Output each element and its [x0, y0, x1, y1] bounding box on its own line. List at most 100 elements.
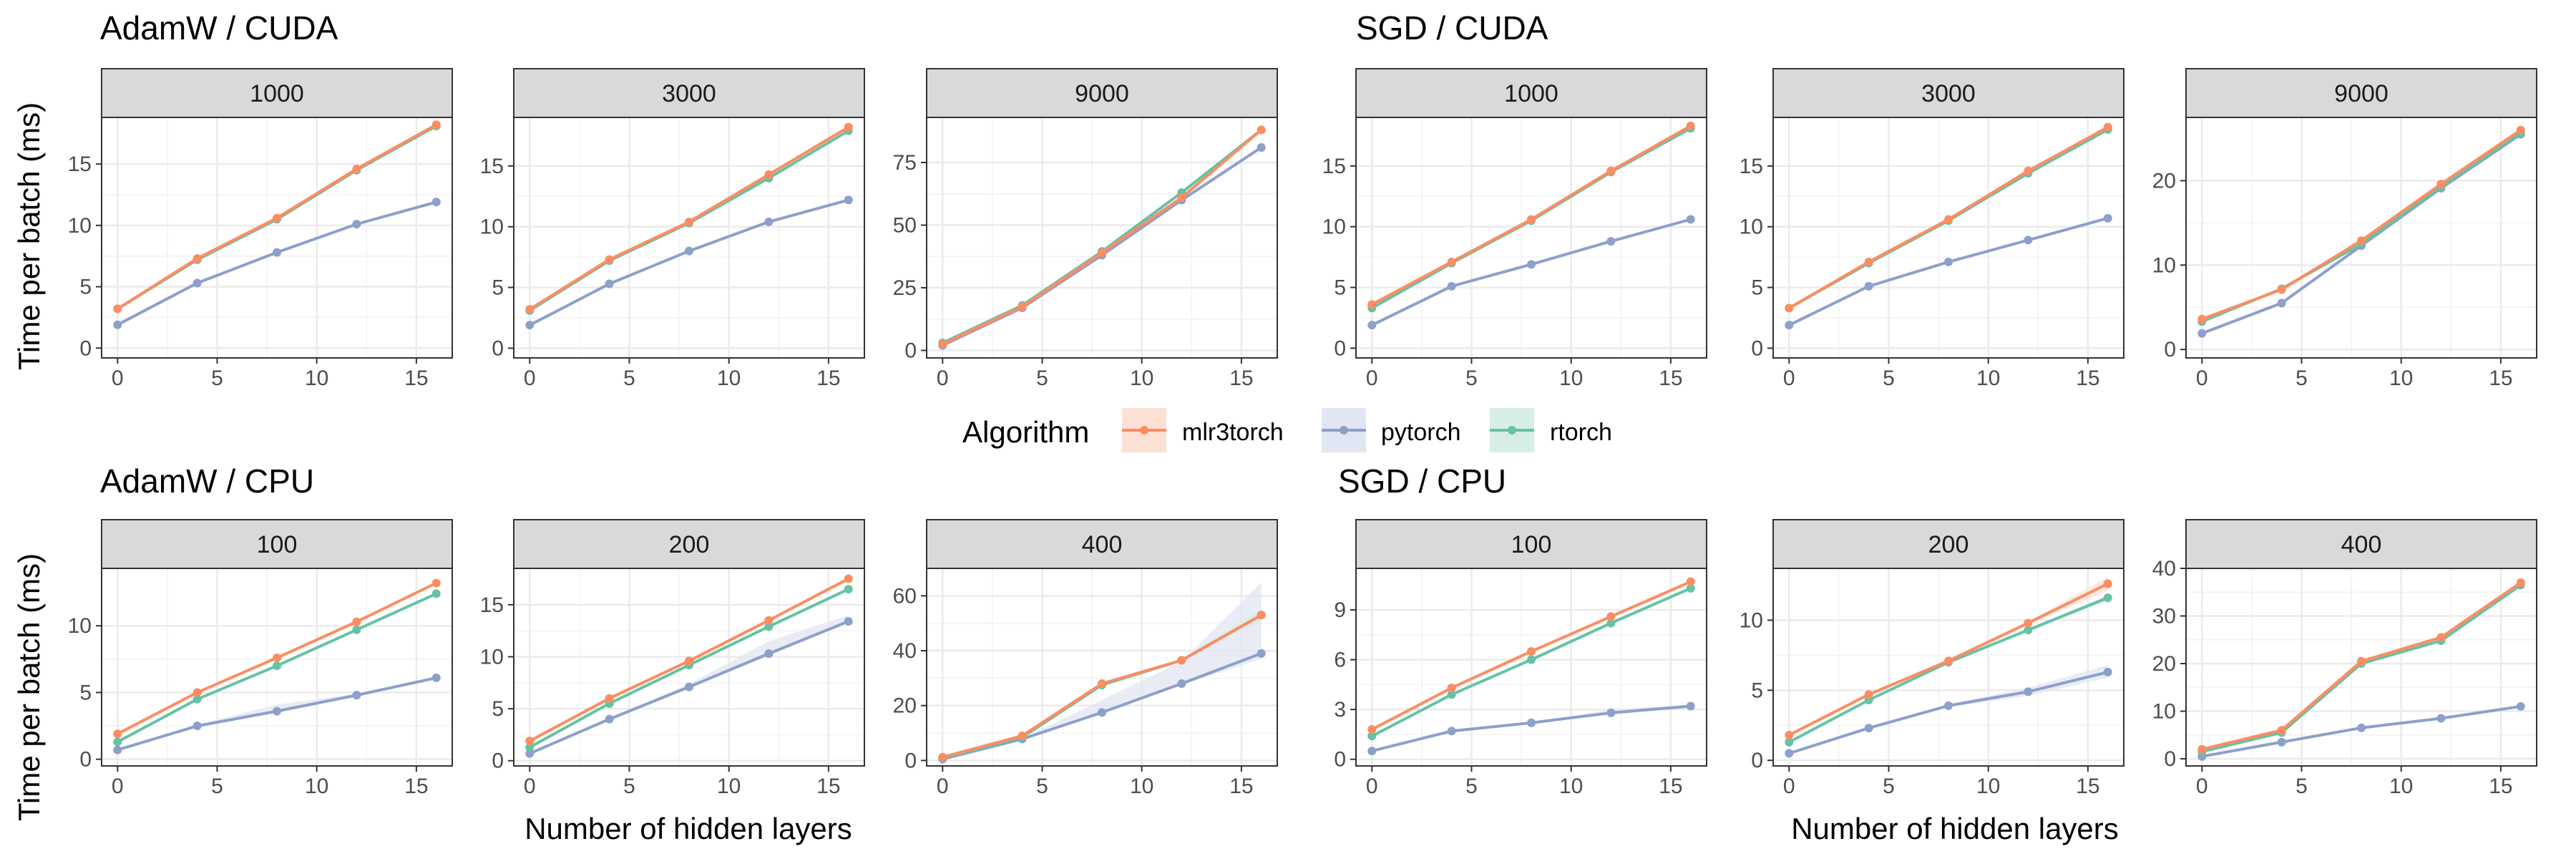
tick-label-y: 10 — [2152, 253, 2176, 277]
tick-label-y: 0 — [1751, 336, 1763, 360]
point-mlr3torch-sgd-cuda-1000 — [1686, 121, 1695, 130]
strip-label-adamw-cpu-200: 200 — [669, 531, 710, 558]
panel-adamw-cpu-200: 200 0 5 10 15 0 5 10 15 — [480, 519, 865, 798]
point-mlr3torch-adamw-cuda-9000 — [1018, 302, 1027, 311]
tick-label-x: 0 — [2196, 775, 2208, 798]
strip-sgd-cuda-1000 — [1355, 68, 1707, 118]
strip-label-adamw-cpu-100: 100 — [257, 531, 298, 558]
point-rtorch-sgd-cpu-100 — [1606, 618, 1616, 628]
point-pytorch-adamw-cpu-100 — [431, 673, 441, 682]
point-mlr3torch-adamw-cpu-400 — [938, 752, 947, 762]
panel-adamw-cpu-100: 100 0 5 10 15 0 5 10 — [68, 519, 453, 798]
group-title-adamw-cpu: AdamW / CPU — [100, 462, 314, 500]
tick-label-y: 0 — [2164, 338, 2176, 361]
tick-label-x: 5 — [211, 367, 223, 390]
tick-label-y: 10 — [480, 645, 504, 669]
tick-label-x: 5 — [1465, 775, 1478, 798]
tick-label-y: 0 — [904, 749, 917, 772]
point-pytorch-adamw-cuda-3000 — [605, 279, 614, 288]
legend-label-pytorch: pytorch — [1381, 419, 1461, 446]
point-mlr3torch-sgd-cuda-3000 — [2103, 122, 2112, 132]
tick-label-y: 5 — [1334, 276, 1346, 300]
point-pytorch-adamw-cuda-1000 — [273, 248, 281, 257]
point-pytorch-adamw-cpu-200 — [525, 749, 535, 758]
tick-label-y: 10 — [1740, 215, 1763, 239]
tick-label-x: 15 — [1659, 775, 1682, 798]
tick-label-y: 0 — [492, 336, 504, 360]
panel-border-sgd-cpu-400 — [2185, 568, 2537, 767]
plot-area-sgd-cuda-3000 — [1773, 117, 2124, 358]
legend-item-mlr3torch: mlr3torch — [1122, 408, 1284, 452]
point-pytorch-adamw-cuda-1000 — [113, 320, 122, 329]
panel-adamw-cpu-400: 400 0 5 10 15 0 20 40 60 — [893, 519, 1278, 798]
panel-adamw-cuda-9000: 9000 0 5 10 15 0 25 50 75 — [893, 68, 1278, 390]
tick-label-x: 0 — [937, 775, 949, 798]
point-mlr3torch-sgd-cpu-200 — [1785, 730, 1794, 739]
tick-label-x: 5 — [623, 367, 635, 390]
tick-label-x: 15 — [404, 367, 428, 390]
tick-label-y: 60 — [893, 584, 917, 608]
point-pytorch-sgd-cuda-3000 — [1944, 257, 1953, 266]
tick-label-x: 5 — [1036, 367, 1048, 390]
panel-adamw-cuda-1000: 1000 0 5 10 15 0 5 10 15 — [68, 68, 453, 390]
point-mlr3torch-adamw-cpu-200 — [525, 737, 535, 746]
tick-label-y: 10 — [1740, 608, 1763, 632]
panel-border-sgd-cuda-3000 — [1772, 117, 2124, 359]
point-pytorch-sgd-cpu-200 — [2024, 687, 2033, 697]
point-pytorch-sgd-cpu-200 — [1864, 724, 1873, 733]
legend-title: Algorithm — [962, 415, 1089, 449]
tick-label-y: 5 — [492, 276, 504, 300]
tick-label-x: 10 — [717, 775, 741, 798]
strip-sgd-cpu-100 — [1355, 519, 1707, 569]
point-mlr3torch-sgd-cpu-200 — [2103, 579, 2112, 588]
point-mlr3torch-sgd-cuda-3000 — [2024, 166, 2033, 175]
point-pytorch-sgd-cpu-100 — [1686, 702, 1695, 711]
panel-border-adamw-cpu-100 — [101, 568, 453, 767]
strip-sgd-cpu-200 — [1772, 519, 2124, 569]
tick-label-y: 0 — [1334, 336, 1346, 360]
point-mlr3torch-sgd-cuda-9000 — [2357, 236, 2366, 246]
tick-label-x: 0 — [112, 367, 124, 390]
tick-label-y: 0 — [79, 748, 92, 772]
legend: Algorithm mlr3torch pytorch rtorch — [962, 408, 1612, 452]
group-title-sgd-cpu: SGD / CPU — [1338, 462, 1506, 500]
point-pytorch-adamw-cpu-400 — [1257, 649, 1266, 658]
point-pytorch-adamw-cuda-3000 — [844, 195, 853, 205]
point-pytorch-adamw-cpu-400 — [1177, 679, 1186, 688]
point-mlr3torch-sgd-cpu-400 — [2197, 744, 2207, 754]
tick-label-x: 5 — [1883, 367, 1895, 390]
point-pytorch-sgd-cuda-1000 — [1367, 321, 1377, 330]
point-rtorch-sgd-cpu-100 — [1527, 655, 1536, 664]
point-pytorch-sgd-cpu-400 — [2436, 714, 2446, 723]
point-mlr3torch-sgd-cpu-400 — [2277, 726, 2286, 735]
strip-sgd-cuda-3000 — [1772, 68, 2124, 118]
point-mlr3torch-adamw-cpu-400 — [1018, 731, 1027, 740]
point-mlr3torch-adamw-cuda-9000 — [1098, 248, 1106, 257]
tick-label-x: 10 — [1130, 775, 1153, 798]
x-axis-label-right: Number of hidden layers — [1791, 812, 2119, 845]
tick-label-y: 30 — [2152, 605, 2176, 629]
tick-label-x: 10 — [717, 367, 741, 390]
tick-label-y: 0 — [904, 339, 917, 363]
tick-label-x: 10 — [1976, 367, 2000, 390]
strip-label-adamw-cuda-1000: 1000 — [250, 80, 304, 107]
point-pytorch-sgd-cpu-100 — [1367, 747, 1377, 756]
plot-area-adamw-cuda-1000 — [102, 117, 452, 358]
point-pytorch-adamw-cpu-100 — [192, 722, 202, 731]
point-pytorch-adamw-cpu-200 — [764, 649, 774, 659]
tick-label-y: 15 — [480, 155, 504, 178]
legend-label-mlr3torch: mlr3torch — [1182, 419, 1284, 446]
tick-label-y: 20 — [893, 694, 917, 718]
point-pytorch-sgd-cuda-3000 — [2024, 236, 2033, 245]
tick-label-x: 15 — [2489, 367, 2512, 390]
point-pytorch-adamw-cuda-1000 — [431, 198, 441, 207]
point-mlr3torch-sgd-cpu-100 — [1686, 577, 1695, 586]
legend-label-rtorch: rtorch — [1550, 419, 1612, 446]
point-mlr3torch-adamw-cpu-200 — [605, 694, 614, 703]
strip-label-sgd-cpu-400: 400 — [2341, 531, 2382, 558]
strip-label-sgd-cuda-3000: 3000 — [1921, 80, 1976, 107]
tick-label-y: 5 — [492, 697, 504, 721]
legend-key-pytorch-point — [1340, 426, 1348, 435]
legend-item-rtorch: rtorch — [1490, 408, 1612, 452]
